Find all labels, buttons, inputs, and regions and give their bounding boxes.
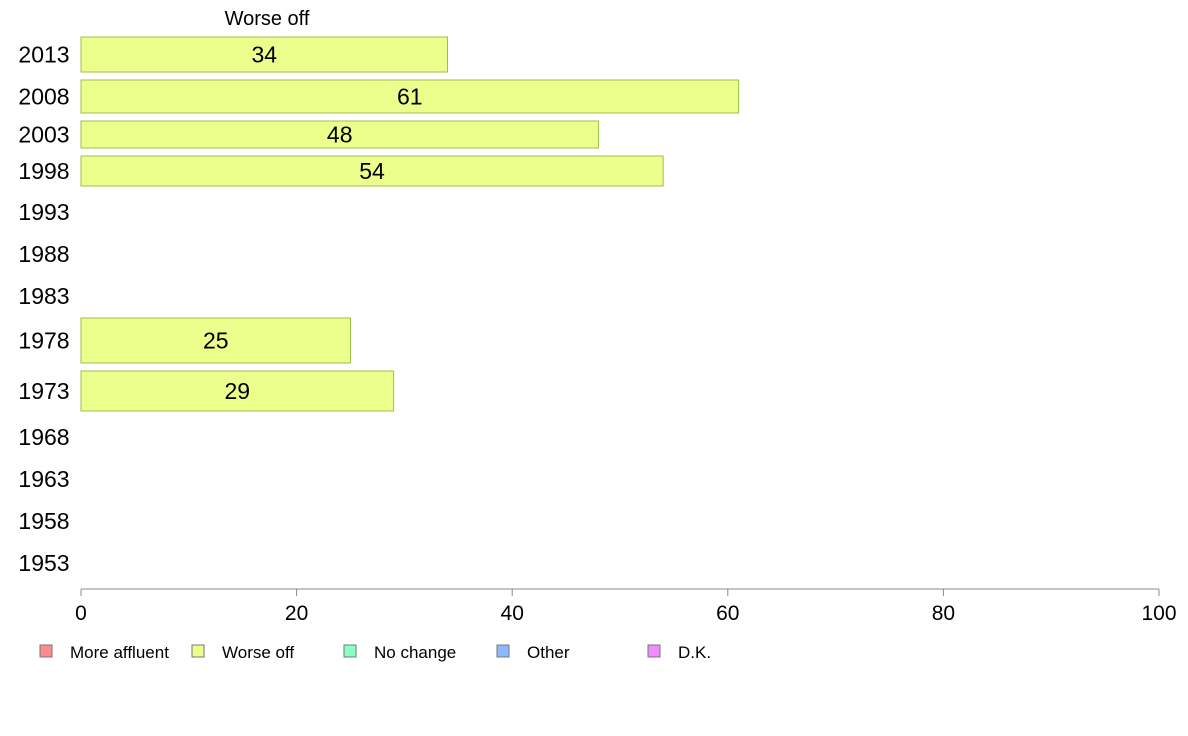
legend-swatch: [496, 644, 510, 658]
y-tick-label: 1953: [18, 550, 69, 576]
bar-data-label: 34: [251, 42, 277, 68]
legend-item: D.K.: [647, 643, 711, 662]
legend-swatch: [191, 644, 205, 658]
x-tick-label: 40: [501, 602, 524, 625]
x-tick-label: 80: [932, 602, 955, 625]
bar-data-label: 61: [397, 84, 423, 110]
x-tick-label: 0: [75, 602, 87, 625]
x-tick-label: 60: [716, 602, 739, 625]
bar: [80, 317, 351, 364]
y-tick-label: 1998: [18, 158, 69, 184]
y-tick-label: 1988: [18, 241, 69, 267]
legend-item: Worse off: [191, 643, 294, 662]
x-tick-label: 20: [285, 602, 308, 625]
legend-item: More affluent: [39, 643, 169, 662]
legend-item: Other: [496, 643, 570, 662]
bar: [80, 370, 395, 412]
legend-swatch: [647, 644, 661, 658]
legend-label: More affluent: [70, 643, 169, 662]
legend-label: Worse off: [222, 643, 294, 662]
bar: [80, 155, 664, 187]
chart-title: Worse off: [225, 8, 310, 30]
y-tick-label: 1983: [18, 283, 69, 309]
y-axis-tick-labels: 2013 2008 2003 1998 1993 1988 1983 1978 1973 1968…: [18, 42, 69, 577]
bar: [80, 79, 740, 114]
legend-label: D.K.: [678, 643, 711, 662]
legend-swatch: [343, 644, 357, 658]
x-axis: 0 20 40 60 80 100: [75, 588, 1177, 625]
y-tick-label: 1978: [18, 328, 69, 354]
y-tick-label: 1958: [18, 508, 69, 534]
legend-swatch: [39, 644, 53, 658]
y-tick-label: 1963: [18, 466, 69, 492]
bar: [80, 36, 449, 73]
y-tick-label: 2003: [18, 122, 69, 148]
legend: More affluent Worse off No change Other D.K.: [39, 643, 711, 662]
legend-item: No change: [343, 643, 456, 662]
bar-data-label: 54: [359, 158, 385, 184]
bar-data-label: 48: [327, 122, 353, 148]
y-tick-label: 2013: [18, 42, 69, 68]
bar: [80, 120, 599, 149]
bars: [80, 36, 740, 412]
y-tick-label: 2008: [18, 84, 69, 110]
legend-label: Other: [527, 643, 570, 662]
legend-label: No change: [374, 643, 456, 662]
y-tick-label: 1973: [18, 378, 69, 404]
y-tick-label: 1993: [18, 199, 69, 225]
bar-data-label: 25: [203, 328, 229, 354]
bar-data-label: 29: [225, 378, 251, 404]
x-tick-label: 100: [1141, 602, 1176, 625]
y-tick-label: 1968: [18, 424, 69, 450]
